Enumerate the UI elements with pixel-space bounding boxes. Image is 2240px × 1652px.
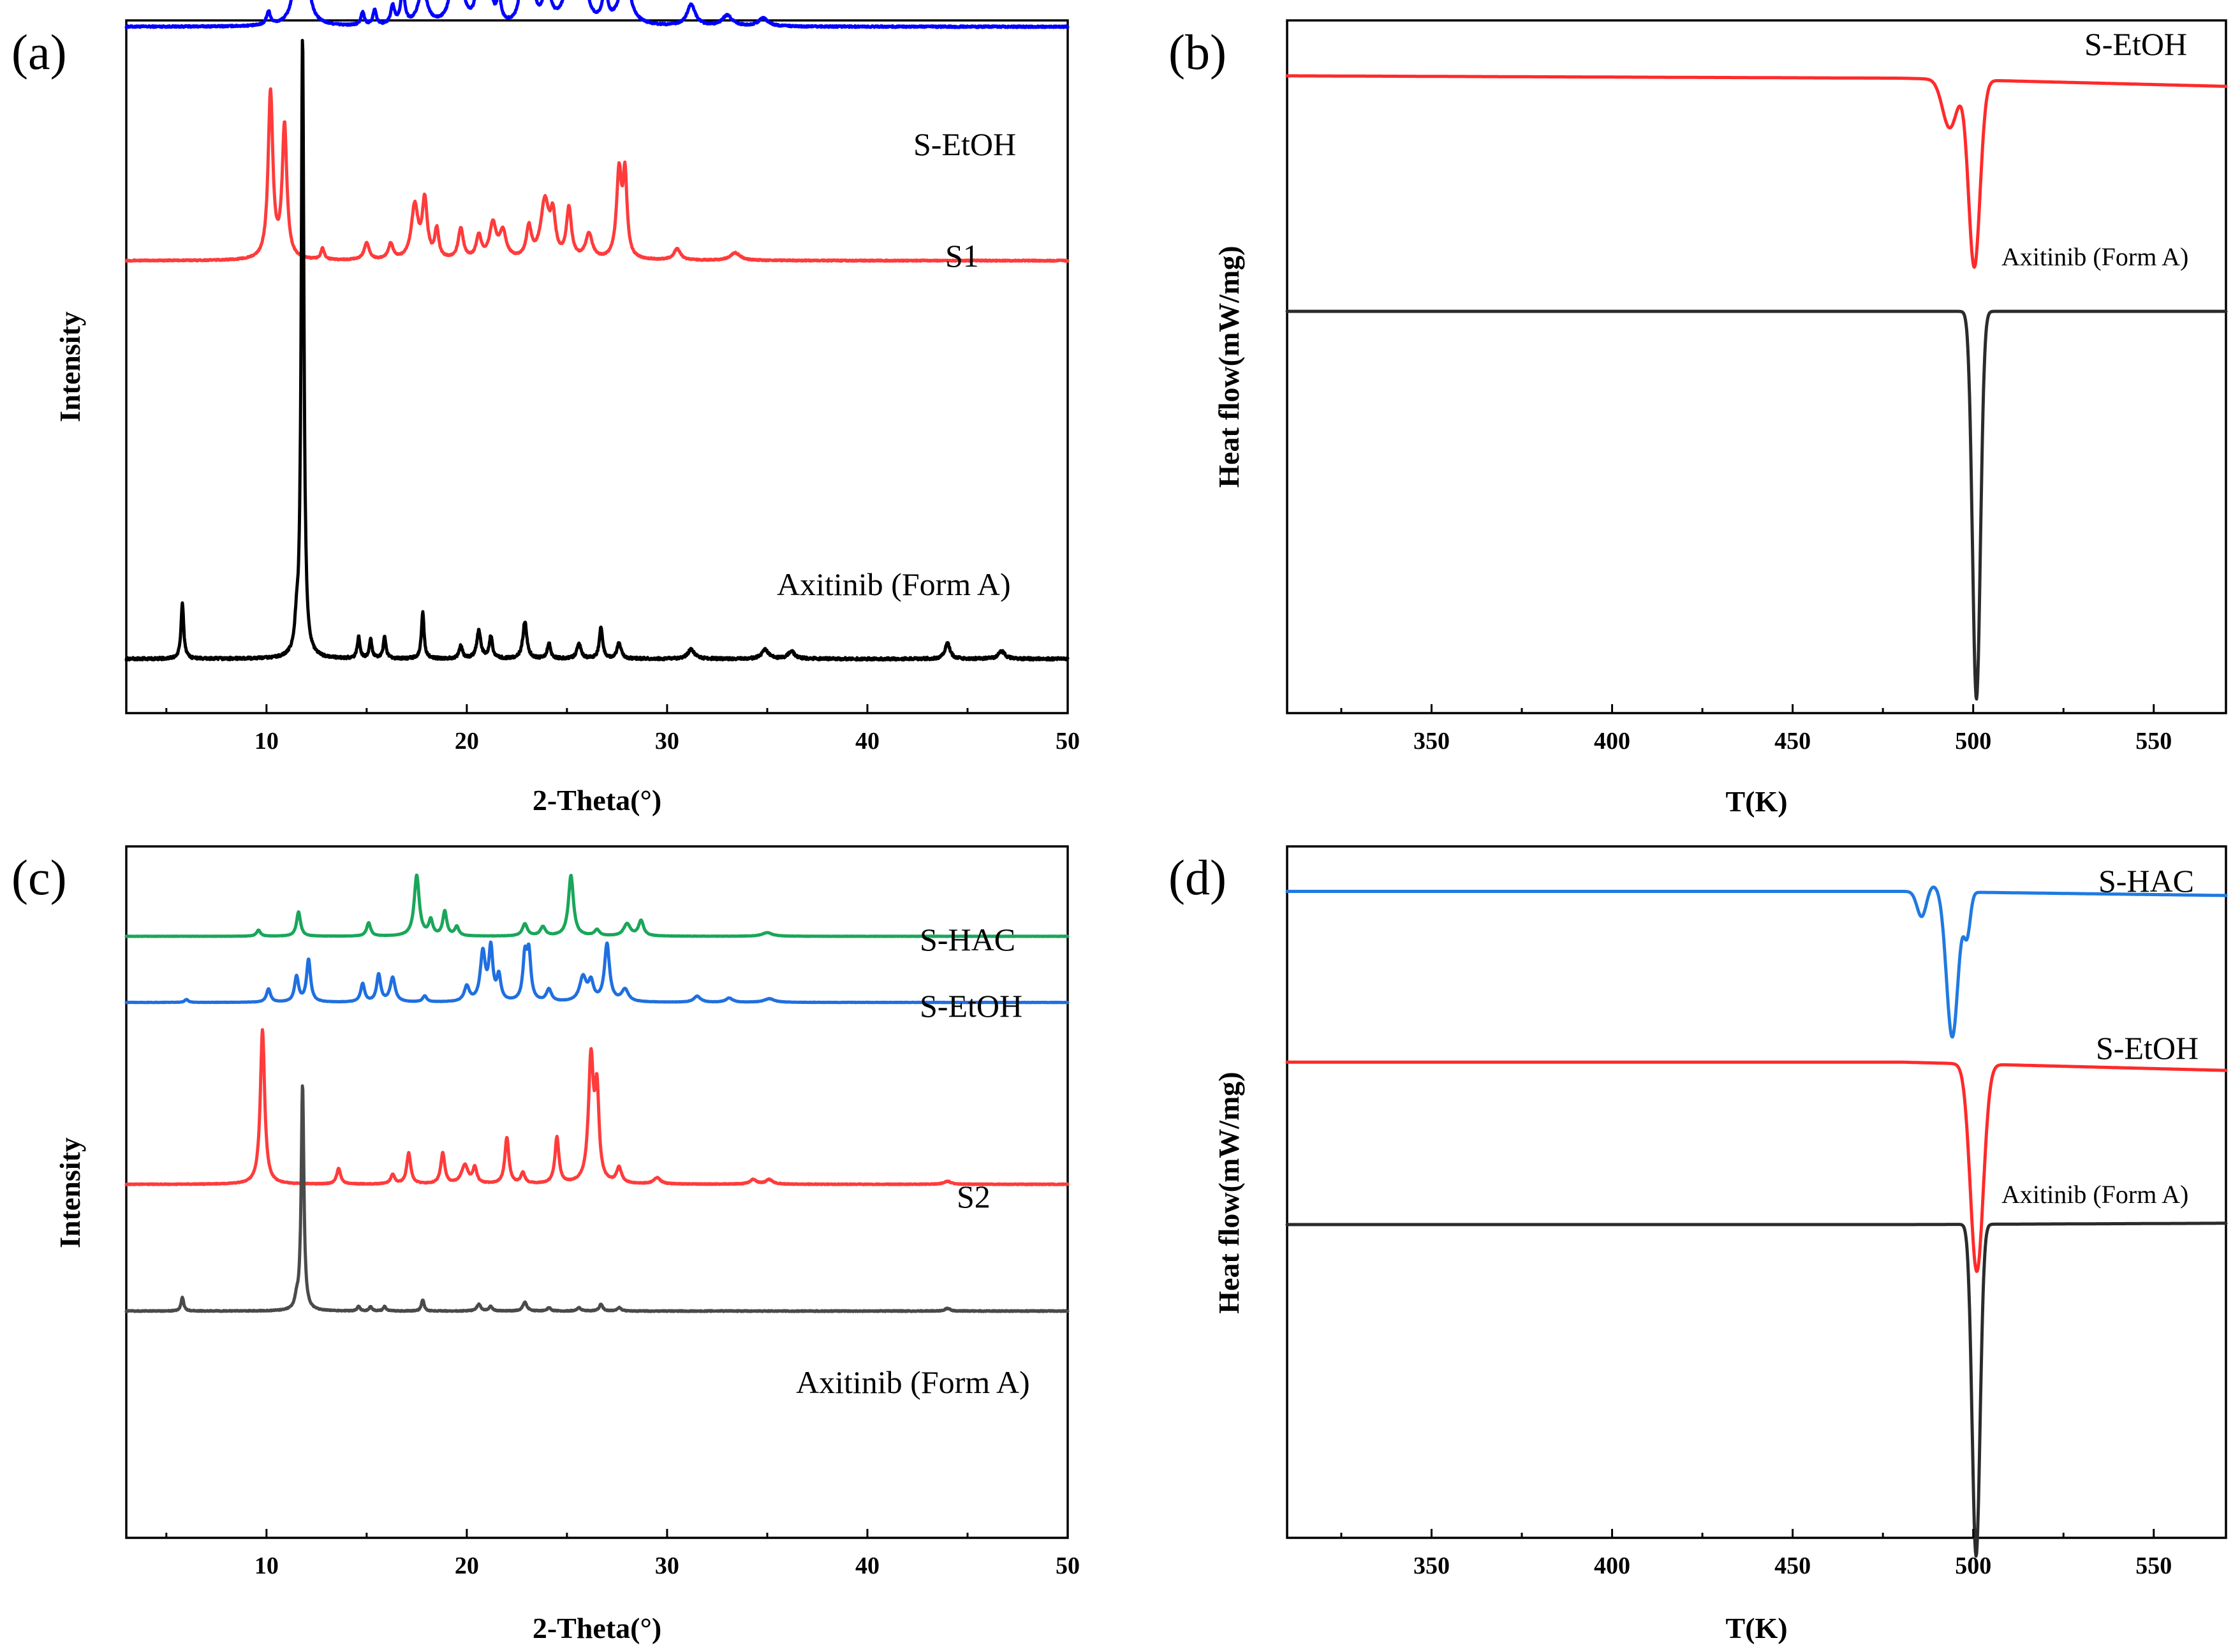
panel-c-label: (c) [11,850,67,905]
panel-a-frame [125,19,1069,714]
panel-a-series-label: Axitinib (Form A) [777,566,1011,602]
panel-b-x-axis: 350 400 450 500 550 [1340,704,2172,755]
panel-b-x-title: T(K) [1725,785,1787,818]
panel-c-x-title: 2-Theta(°) [533,1612,661,1644]
panel-c-series-line [124,1028,1070,1186]
panel-a-series-line [124,87,1070,263]
panel-c-series-line [124,873,1070,938]
panel-a-series-label: S1 [945,238,979,274]
panel-c-series-label: Axitinib (Form A) [796,1364,1030,1400]
panel-b-traces [1285,74,2228,701]
panel-d-series-line [1285,1221,2228,1558]
panel-c-x-tick-label: 20 [455,1552,479,1579]
panel-d-x-axis: 350 400 450 500 550 [1340,1529,2172,1579]
panel-a-x-tick-label: 10 [254,728,279,755]
panel-c-x-tick-label: 10 [254,1552,279,1579]
panel-d-y-title: Heat flow(mW/mg) [1212,1072,1245,1313]
panel-c-frame [125,845,1069,1539]
panel-d-series-line [1285,1060,2228,1273]
panel-b-x-tick-label: 500 [1955,728,1991,755]
panel-b-series-label: S-EtOH [2084,26,2187,62]
panel-d-series-label: S-EtOH [2096,1030,2199,1066]
panel-d-traces [1285,885,2228,1558]
panel-a-label: (a) [11,24,67,80]
panel-a-traces [124,0,1070,662]
panel-c-series-label: S-HAC [920,922,1015,957]
panel-c-series-line [124,1084,1070,1313]
panel-d-series-line [1285,885,2228,1039]
panel-a-x-tick-label: 30 [655,728,679,755]
panel-b-x-tick-label: 350 [1413,728,1450,755]
panel-a-x-tick-label: 20 [455,728,479,755]
panel-b-x-tick-label: 450 [1774,728,1811,755]
panel-c-traces [124,873,1070,1313]
panel-a-x-axis: 10 20 30 40 50 [165,704,1080,755]
panel-b-x-tick-label: 550 [2135,728,2172,755]
panel-c-y-title: Intensity [54,1137,86,1248]
panel-d-series-label: S-HAC [2098,863,2194,899]
panel-a-x-tick-label: 50 [1056,728,1080,755]
panel-a-series-label: S-EtOH [913,126,1016,162]
panel-a-series-line [124,0,1070,29]
panel-b-frame [1286,19,2227,714]
panel-a-y-title: Intensity [54,311,86,422]
panel-d-x-title: T(K) [1725,1612,1787,1644]
panel-d: (d) 350 400 450 500 550 T(K) Heat flow(mW/mg… [1168,845,2228,1644]
panel-d-x-tick-label: 350 [1413,1552,1450,1579]
panel-b-series-line [1285,74,2228,269]
panel-c-x-tick-label: 30 [655,1552,679,1579]
panel-d-x-tick-label: 450 [1774,1552,1811,1579]
panel-c-x-tick-label: 40 [855,1552,880,1579]
panel-d-frame [1286,845,2227,1539]
panel-b-series-line [1285,309,2228,701]
panel-d-label: (d) [1168,850,1227,905]
panel-a-series-line [124,38,1070,662]
panel-d-x-tick-label: 400 [1594,1552,1630,1579]
panel-d-series-label: Axitinib (Form A) [2001,1180,2188,1209]
panel-c-series-label: S2 [957,1179,991,1214]
panel-c: (c) 10 20 30 40 50 2-Theta(°) Intensity S-HA… [11,845,1080,1644]
panel-a-x-tick-label: 40 [855,728,880,755]
panel-b-x-tick-label: 400 [1594,728,1630,755]
panel-c-series-label: S-EtOH [920,988,1022,1024]
panel-c-x-axis: 10 20 30 40 50 [165,1529,1080,1579]
panel-b-label: (b) [1168,24,1227,80]
panel-d-x-tick-label: 500 [1955,1552,1991,1579]
panel-a-x-title: 2-Theta(°) [533,784,661,816]
panel-c-x-tick-label: 50 [1056,1552,1080,1579]
panel-c-series-line [124,940,1070,1005]
panel-a: (a) 10 20 30 40 50 2-Theta(°) Intensity S-Et… [11,0,1080,816]
panel-b-y-title: Heat flow(mW/mg) [1212,246,1245,487]
panel-b-series-label: Axitinib (Form A) [2001,242,2188,271]
panel-d-x-tick-label: 550 [2135,1552,2172,1579]
panel-b: (b) 350 400 450 500 550 T(K) Heat flow(mW/mg… [1168,19,2228,818]
